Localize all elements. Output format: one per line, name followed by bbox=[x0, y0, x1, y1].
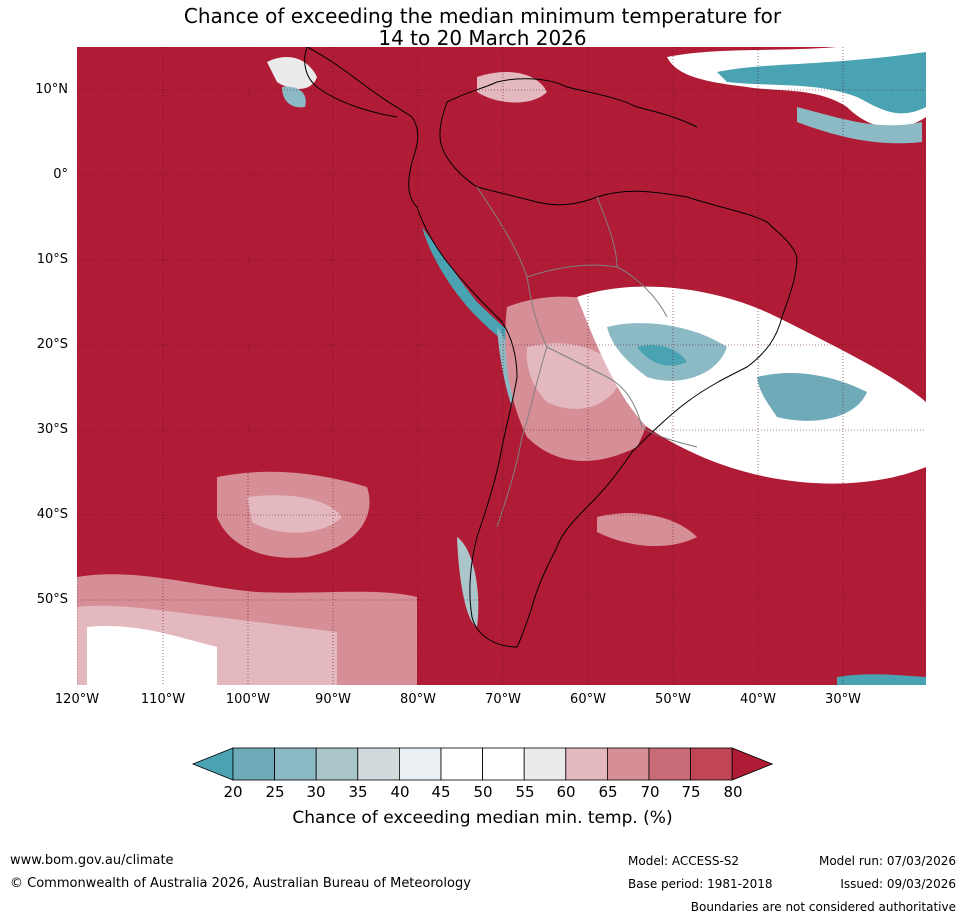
colorbar-tick: 40 bbox=[390, 783, 410, 801]
colorbar-segments bbox=[191, 747, 774, 781]
lat-label-0: 0° bbox=[53, 167, 68, 182]
colorbar-segment bbox=[482, 747, 525, 781]
country-boundaries bbox=[476, 186, 698, 528]
lon-label-110w: 110°W bbox=[140, 692, 186, 707]
colorbar-label: Chance of exceeding median min. temp. (%… bbox=[292, 808, 673, 828]
lon-label-60w: 60°W bbox=[570, 692, 606, 707]
footer-base-period: Base period: 1981-2018 bbox=[628, 877, 773, 891]
lon-label-40w: 40°W bbox=[740, 692, 776, 707]
footer-issued: Issued: 09/03/2026 bbox=[840, 877, 956, 891]
lat-label-30s: 30°S bbox=[36, 422, 68, 437]
lon-label-100w: 100°W bbox=[225, 692, 271, 707]
colorbar-segment bbox=[398, 747, 442, 781]
lon-label-120w: 120°W bbox=[54, 692, 100, 707]
colorbar-segment bbox=[565, 747, 608, 781]
footer-model-run: Model run: 07/03/2026 bbox=[818, 854, 956, 868]
lat-label-10n: 10°N bbox=[35, 82, 68, 97]
map-title-line-1: Chance of exceeding the median minimum t… bbox=[183, 4, 782, 28]
colorbar-segment bbox=[440, 747, 483, 781]
forecast-map bbox=[77, 47, 926, 685]
lon-label-50w: 50°W bbox=[655, 692, 691, 707]
lon-label-30w: 30°W bbox=[825, 692, 861, 707]
colorbar-arrow-low bbox=[191, 747, 234, 781]
footer-url[interactable]: www.bom.gov.au/climate bbox=[10, 853, 174, 868]
colorbar-tick: 65 bbox=[598, 783, 618, 801]
colorbar-tick: 80 bbox=[723, 783, 743, 801]
footer-copyright: © Commonwealth of Australia 2026, Austra… bbox=[10, 876, 471, 891]
colorbar-arrow-high bbox=[731, 747, 774, 781]
colorbar-tick: 20 bbox=[223, 783, 243, 801]
colorbar-tick: 45 bbox=[431, 783, 451, 801]
lon-label-70w: 70°W bbox=[485, 692, 521, 707]
colorbar-segment bbox=[315, 747, 359, 781]
lon-label-90w: 90°W bbox=[315, 692, 351, 707]
map-title-line-2: 14 to 20 March 2026 bbox=[378, 26, 587, 50]
probability-contours bbox=[77, 47, 926, 685]
footer-model: Model: ACCESS-S2 bbox=[628, 854, 740, 868]
colorbar-segment bbox=[232, 747, 275, 781]
colorbar-tick: 70 bbox=[640, 783, 660, 801]
colorbar-tick: 25 bbox=[265, 783, 285, 801]
colorbar-tick: 75 bbox=[681, 783, 701, 801]
colorbar-segment bbox=[606, 747, 650, 781]
colorbar-segment bbox=[523, 747, 567, 781]
colorbar-segment bbox=[648, 747, 691, 781]
lon-label-80w: 80°W bbox=[400, 692, 436, 707]
colorbar-tick: 60 bbox=[556, 783, 576, 801]
colorbar-segment bbox=[357, 747, 400, 781]
footer-disclaimer: Boundaries are not considered authoritat… bbox=[690, 900, 956, 914]
colorbar-tick: 50 bbox=[473, 783, 493, 801]
lat-label-40s: 40°S bbox=[36, 507, 68, 522]
lat-label-10s: 10°S bbox=[36, 252, 68, 267]
colorbar-segment bbox=[690, 747, 733, 781]
lat-label-20s: 20°S bbox=[36, 337, 68, 352]
lat-label-50s: 50°S bbox=[36, 592, 68, 607]
map-canvas bbox=[77, 47, 926, 685]
colorbar-tick: 30 bbox=[306, 783, 326, 801]
colorbar-tick: 35 bbox=[348, 783, 368, 801]
colorbar bbox=[191, 747, 774, 781]
colorbar-tick: 55 bbox=[515, 783, 535, 801]
colorbar-segment bbox=[274, 747, 317, 781]
graticule bbox=[77, 47, 926, 685]
coastlines bbox=[304, 47, 798, 648]
